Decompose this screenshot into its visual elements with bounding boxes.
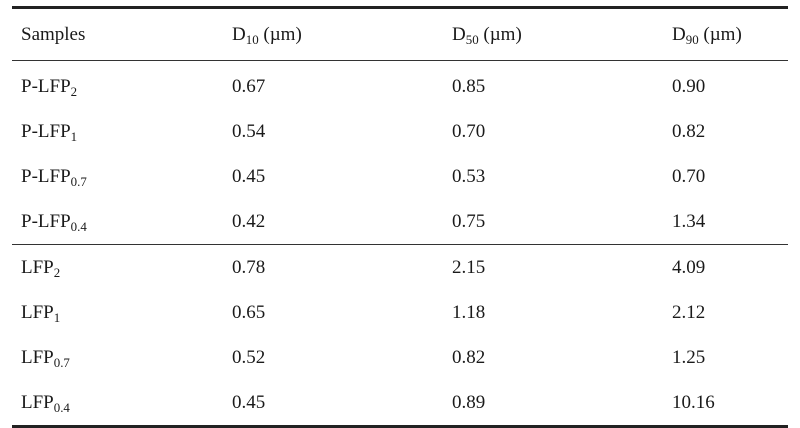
header-d10: D10 (µm) <box>232 8 452 61</box>
sample-name-base: LFP <box>21 346 54 368</box>
d90-value: 4.09 <box>672 256 706 278</box>
sample-name: P-LFP0.4 <box>12 199 232 245</box>
group-p-lfp: P-LFP2 0.67 0.85 0.90 P-LFP1 0.54 0.70 0… <box>12 61 788 245</box>
sample-name-base: P-LFP <box>21 120 71 142</box>
table-row: LFP2 0.78 2.15 4.09 <box>12 244 788 291</box>
d50-value: 0.70 <box>452 120 486 142</box>
d10-value: 0.65 <box>232 301 266 323</box>
sample-name: P-LFP1 <box>12 109 232 154</box>
header-row: Samples D10 (µm) D50 (µm) D90 (µm) <box>12 7 788 61</box>
d10-value: 0.42 <box>232 210 266 232</box>
header-d10-base: D <box>232 23 246 45</box>
d90-value: 0.82 <box>672 120 706 142</box>
header-d10-subscript: 10 <box>245 31 259 47</box>
sample-name-base: P-LFP <box>21 210 71 232</box>
d10-value: 0.45 <box>232 391 266 413</box>
d10-value: 0.67 <box>232 75 266 97</box>
table-row: LFP1 0.65 1.18 2.12 <box>12 290 788 335</box>
header-d50-base: D <box>452 23 466 45</box>
d90-value: 10.16 <box>672 391 715 413</box>
d90-value: 1.25 <box>672 346 706 368</box>
header-d50: D50 (µm) <box>452 8 672 61</box>
header-d50-subscript: 50 <box>465 31 479 47</box>
sample-name-subscript: 2 <box>53 264 61 280</box>
sample-name-subscript: 0.7 <box>70 173 87 189</box>
header-d10-unit: (µm) <box>258 23 302 45</box>
sample-name: P-LFP0.7 <box>12 154 232 199</box>
particle-size-table-container: Samples D10 (µm) D50 (µm) D90 (µm) P-LFP… <box>12 7 788 427</box>
table-row: P-LFP1 0.54 0.70 0.82 <box>12 109 788 154</box>
d90-value: 1.34 <box>672 210 706 232</box>
sample-name-base: P-LFP <box>21 75 71 97</box>
table-row: P-LFP0.7 0.45 0.53 0.70 <box>12 154 788 199</box>
header-samples-label: Samples <box>21 23 86 45</box>
sample-name-subscript: 1 <box>53 309 61 325</box>
particle-size-table: Samples D10 (µm) D50 (µm) D90 (µm) P-LFP… <box>12 6 788 428</box>
d50-value: 0.85 <box>452 75 486 97</box>
sample-name-base: LFP <box>21 256 54 278</box>
sample-name: LFP2 <box>12 245 232 291</box>
header-samples: Samples <box>12 8 232 61</box>
sample-name: LFP0.4 <box>12 380 232 427</box>
sample-name-subscript: 1 <box>70 128 78 144</box>
sample-name: LFP0.7 <box>12 335 232 380</box>
d90-value: 0.70 <box>672 165 706 187</box>
table-row: P-LFP2 0.67 0.85 0.90 <box>12 61 788 110</box>
d50-value: 0.82 <box>452 346 486 368</box>
sample-name: P-LFP2 <box>12 61 232 110</box>
d10-value: 0.52 <box>232 346 266 368</box>
header-d90: D90 (µm) <box>672 8 788 61</box>
sample-name-base: LFP <box>21 391 54 413</box>
d90-value: 2.12 <box>672 301 706 323</box>
d50-value: 1.18 <box>452 301 486 323</box>
header-d90-unit: (µm) <box>698 23 742 45</box>
sample-name-subscript: 2 <box>70 83 78 99</box>
sample-name-base: LFP <box>21 301 54 323</box>
group-lfp: LFP2 0.78 2.15 4.09 LFP1 0.65 1.18 2.12 … <box>12 244 788 427</box>
sample-name-base: P-LFP <box>21 165 71 187</box>
table-row: LFP0.7 0.52 0.82 1.25 <box>12 335 788 380</box>
header-d90-subscript: 90 <box>685 31 699 47</box>
sample-name: LFP1 <box>12 290 232 335</box>
table-row: P-LFP0.4 0.42 0.75 1.34 <box>12 199 788 245</box>
sample-name-subscript: 0.4 <box>70 218 87 234</box>
d10-value: 0.54 <box>232 120 266 142</box>
sample-name-subscript: 0.7 <box>53 354 70 370</box>
d50-value: 0.89 <box>452 391 486 413</box>
d90-value: 0.90 <box>672 75 706 97</box>
d10-value: 0.78 <box>232 256 266 278</box>
sample-name-subscript: 0.4 <box>53 399 70 415</box>
table-header: Samples D10 (µm) D50 (µm) D90 (µm) <box>12 7 788 61</box>
d10-value: 0.45 <box>232 165 266 187</box>
table-row: LFP0.4 0.45 0.89 10.16 <box>12 380 788 427</box>
d50-value: 0.75 <box>452 210 486 232</box>
header-d50-unit: (µm) <box>478 23 522 45</box>
header-d90-base: D <box>672 23 686 45</box>
d50-value: 2.15 <box>452 256 486 278</box>
d50-value: 0.53 <box>452 165 486 187</box>
